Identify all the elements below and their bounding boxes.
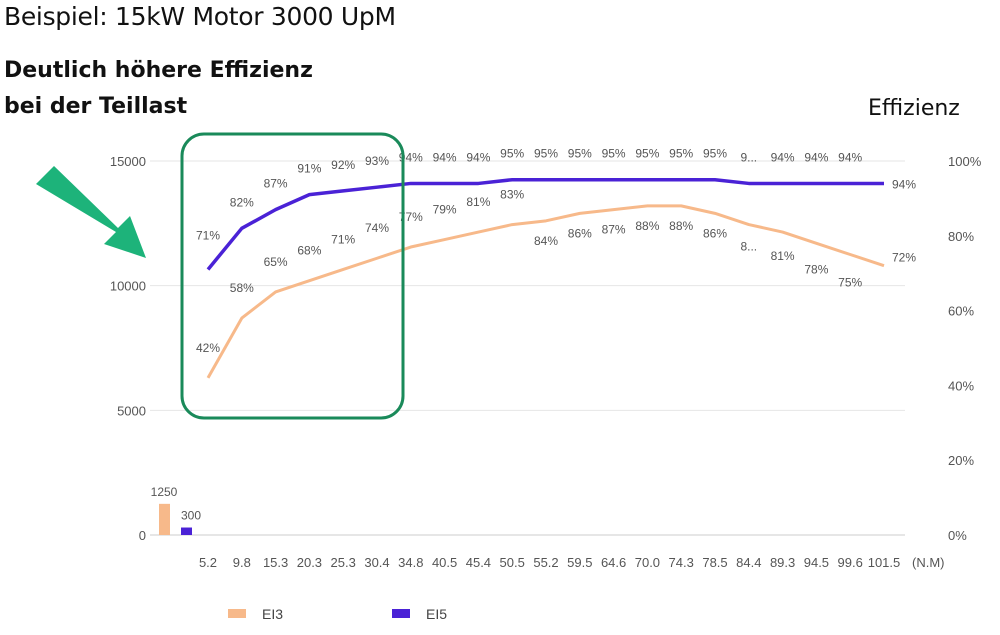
x-tick-label: 15.3: [263, 555, 288, 570]
x-tick-label: 99.6: [838, 555, 863, 570]
legend-label-ei3: EI3: [262, 606, 283, 622]
x-tick-label: 25.3: [331, 555, 356, 570]
bar-data-label: 1250: [151, 485, 178, 499]
data-label-ei3: 88%: [635, 219, 659, 233]
right-axis-label: Effizienz: [868, 96, 960, 121]
data-label-ei3: 79%: [433, 203, 457, 217]
series-line-ei5: [206, 177, 884, 271]
right-tick-label: 60%: [948, 304, 974, 319]
x-tick-label: 74.3: [669, 555, 694, 570]
x-tick-label: 9.8: [233, 555, 251, 570]
data-label-ei3: 75%: [838, 276, 862, 290]
data-label-ei5: 94%: [838, 150, 862, 164]
left-tick-label: 5000: [117, 403, 146, 418]
data-label-ei5: 94%: [433, 150, 457, 164]
headline-line-2: bei der Teillast: [4, 94, 188, 119]
x-tick-label: 78.5: [702, 555, 727, 570]
data-label-ei5: 95%: [534, 147, 558, 161]
data-label-ei5: 94%: [466, 150, 490, 164]
bar-ei3: [159, 503, 170, 535]
data-label-ei3: 78%: [804, 262, 828, 276]
data-label-ei5: 94%: [399, 150, 423, 164]
legend-swatch-ei3: [228, 609, 246, 618]
data-label-ei3: 74%: [365, 221, 389, 235]
x-tick-label: 55.2: [533, 555, 558, 570]
data-label-ei5: 95%: [500, 147, 524, 161]
data-label-ei3: 71%: [331, 232, 355, 246]
x-tick-label: 101.5: [868, 555, 901, 570]
right-tick-label: 0%: [948, 528, 967, 543]
data-label-ei5: 87%: [264, 177, 288, 191]
data-label-ei3: 8...: [740, 240, 757, 254]
slide-title: Beispiel: 15kW Motor 3000 UpM: [4, 2, 396, 31]
data-label-ei5: 94%: [771, 150, 795, 164]
data-label-ei5: 95%: [703, 147, 727, 161]
x-tick-label: 50.5: [500, 555, 525, 570]
data-label-ei5: 94%: [892, 177, 916, 191]
data-label-ei3: 86%: [703, 226, 727, 240]
bar-ei5: [181, 527, 192, 535]
x-axis-unit: (N.M): [912, 555, 945, 570]
data-label-ei5: 95%: [669, 147, 693, 161]
x-tick-label: 59.5: [567, 555, 592, 570]
x-tick-label: 40.5: [432, 555, 457, 570]
legend-label-ei5: EI5: [426, 606, 447, 622]
data-label-ei5: 95%: [568, 147, 592, 161]
data-label-ei5: 95%: [602, 147, 626, 161]
x-tick-label: 89.3: [770, 555, 795, 570]
right-tick-label: 40%: [948, 378, 974, 393]
headline-line-1: Deutlich höhere Effizienz: [4, 58, 313, 83]
left-tick-label: 0: [139, 528, 146, 543]
right-tick-label: 20%: [948, 453, 974, 468]
data-label-ei5: 94%: [804, 150, 828, 164]
x-tick-label: 45.4: [466, 555, 491, 570]
data-label-ei3: 86%: [568, 226, 592, 240]
data-label-ei5: 95%: [635, 147, 659, 161]
series-line-ei3: [206, 204, 885, 379]
data-label-ei5: 71%: [196, 228, 220, 242]
arrow-down-right-icon: [36, 166, 146, 258]
data-label-ei3: 42%: [196, 341, 220, 355]
right-tick-label: 100%: [948, 154, 982, 169]
data-label-ei3: 83%: [500, 188, 524, 202]
data-label-ei5: 93%: [365, 154, 389, 168]
highlight-box: [180, 132, 405, 420]
right-tick-label: 80%: [948, 229, 974, 244]
data-label-ei3: 87%: [602, 223, 626, 237]
data-label-ei5: 91%: [297, 162, 321, 176]
legend-swatch-ei5: [392, 609, 410, 618]
data-label-ei3: 81%: [466, 195, 490, 209]
x-tick-label: 20.3: [297, 555, 322, 570]
data-label-ei5: 82%: [230, 195, 254, 209]
data-label-ei5: 92%: [331, 158, 355, 172]
data-label-ei3: 58%: [230, 281, 254, 295]
x-tick-label: 5.2: [199, 555, 217, 570]
data-label-ei3: 77%: [399, 210, 423, 224]
left-tick-label: 15000: [110, 154, 146, 169]
x-tick-label: 84.4: [736, 555, 761, 570]
x-tick-label: 70.0: [635, 555, 660, 570]
data-label-ei3: 88%: [669, 219, 693, 233]
x-tick-label: 30.4: [364, 555, 389, 570]
data-label-ei3: 84%: [534, 234, 558, 248]
data-label-ei5: 9...: [740, 150, 757, 164]
data-label-ei3: 81%: [771, 249, 795, 263]
x-tick-label: 94.5: [804, 555, 829, 570]
data-label-ei3: 72%: [892, 251, 916, 265]
x-tick-label: 64.6: [601, 555, 626, 570]
x-tick-label: 34.8: [398, 555, 423, 570]
data-label-ei3: 65%: [264, 255, 288, 269]
data-label-ei3: 68%: [297, 244, 321, 258]
left-tick-label: 10000: [110, 279, 146, 294]
bar-data-label: 300: [181, 509, 201, 523]
